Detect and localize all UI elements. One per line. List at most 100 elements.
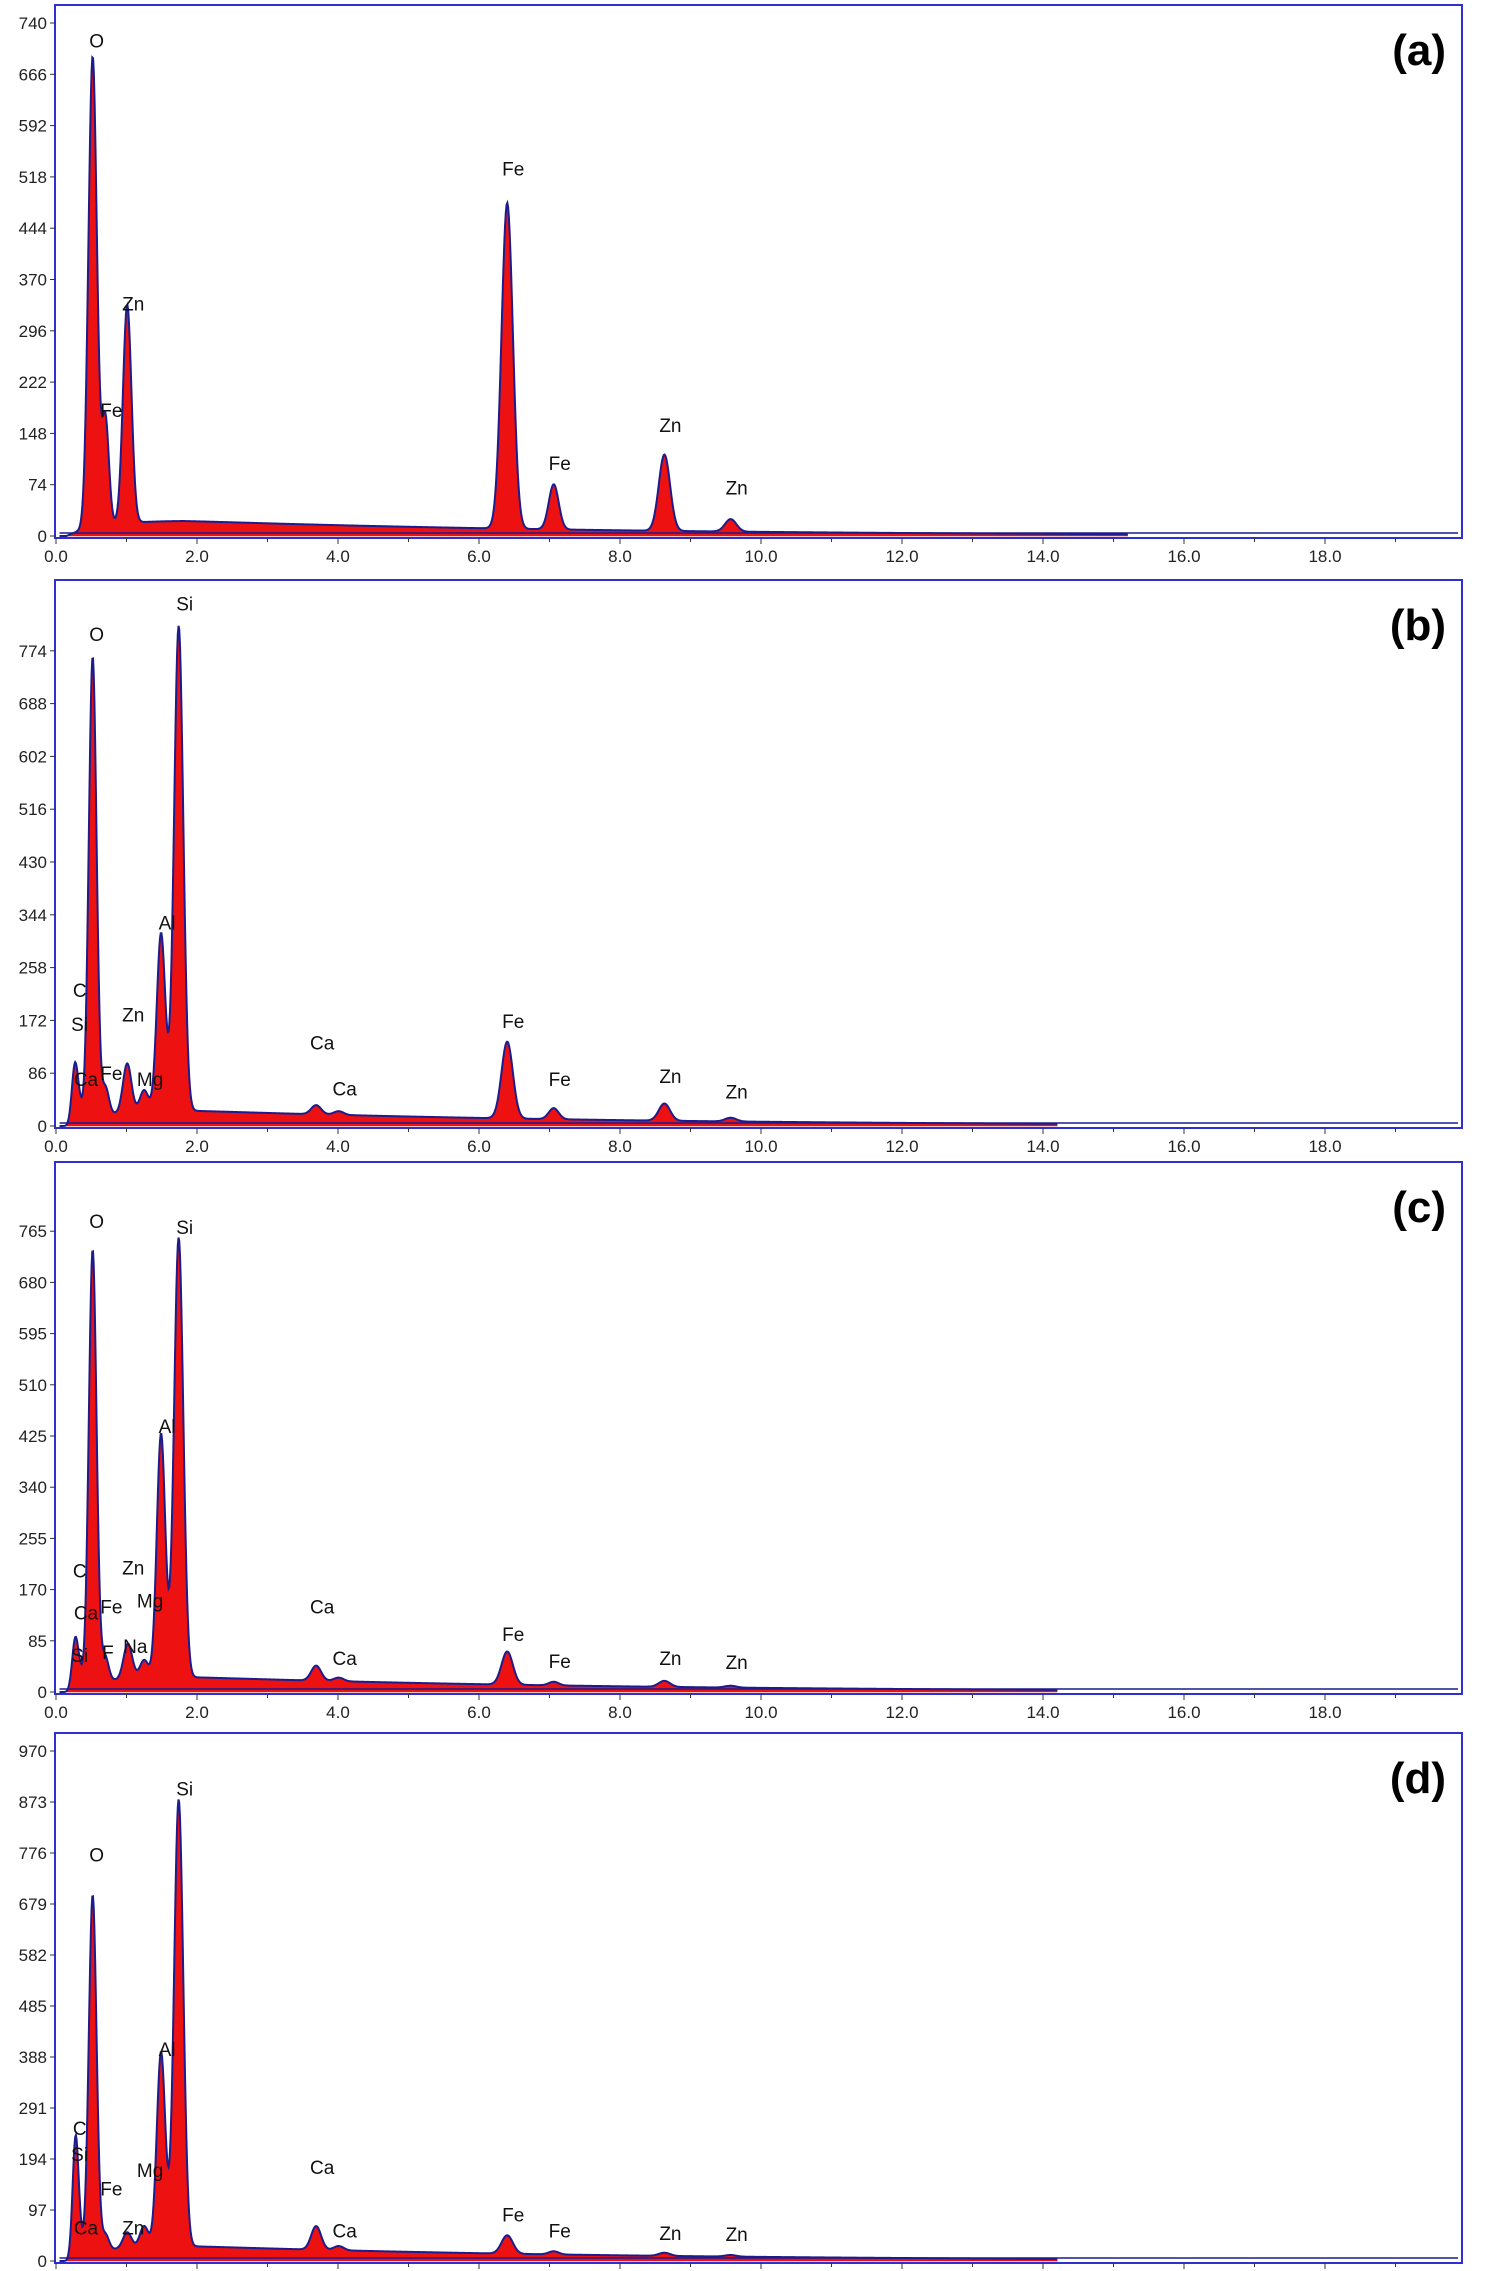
- peak-label: Mg: [137, 1070, 163, 1091]
- peak-label: Fe: [549, 1652, 571, 1673]
- y-tick-label: 582: [19, 1946, 47, 1965]
- x-tick-label: 8.0: [608, 547, 632, 566]
- y-tick-label: 148: [19, 424, 47, 443]
- peak-label: Fe: [502, 1625, 524, 1646]
- x-tick-label: 14.0: [1026, 1137, 1059, 1156]
- x-tick-label: 2.0: [185, 1703, 209, 1722]
- y-tick-label: 0: [38, 1683, 47, 1702]
- y-tick-label: 340: [19, 1478, 47, 1497]
- peak-label: Fe: [502, 160, 524, 181]
- y-tick-label: 774: [19, 642, 47, 661]
- peak-label: Al: [159, 914, 176, 935]
- peak-label: Zn: [659, 2224, 681, 2245]
- peak-label: O: [89, 1845, 104, 1866]
- y-tick-label: 222: [19, 373, 47, 392]
- y-tick-label: 172: [19, 1011, 47, 1030]
- spectrum-panel-3: 765 680 595 510 425 340 255 170 85 00.0 2.0 4.0 6.0 8…: [19, 1161, 1463, 1722]
- x-tick-label: 10.0: [744, 1703, 777, 1722]
- panel-label: (d): [1390, 1754, 1446, 1803]
- y-tick-label: 430: [19, 853, 47, 872]
- peak-label: Fe: [549, 454, 571, 475]
- y-tick-label: 444: [19, 219, 47, 238]
- y-tick-label: 510: [19, 1376, 47, 1395]
- x-tick-label: 4.0: [326, 547, 350, 566]
- x-tick-label: 6.0: [467, 547, 491, 566]
- peak-label: Zn: [726, 1082, 748, 1103]
- peak-label: Fe: [549, 2221, 571, 2242]
- y-tick-label: 680: [19, 1273, 47, 1292]
- peak-label: Ca: [310, 1033, 335, 1054]
- peak-label: C: [73, 2119, 87, 2140]
- x-tick-label: 12.0: [885, 1137, 918, 1156]
- y-tick-label: 85: [28, 1632, 47, 1651]
- peak-label: F: [102, 1643, 114, 1664]
- peak-label: Zn: [726, 1653, 748, 1674]
- peak-label: O: [89, 31, 104, 52]
- peak-label: Si: [176, 1780, 193, 1801]
- peak-label: O: [89, 1212, 104, 1233]
- x-tick-label: 14.0: [1026, 1703, 1059, 1722]
- peak-label: C: [73, 981, 87, 1002]
- x-tick-label: 18.0: [1308, 1137, 1341, 1156]
- x-tick-label: 18.0: [1308, 547, 1341, 566]
- peak-label: Fe: [502, 2206, 524, 2227]
- peak-label: Na: [123, 1637, 148, 1658]
- panel-label: (a): [1392, 26, 1446, 75]
- spectrum-area: [59, 1237, 1058, 1693]
- peak-label: Al: [159, 1417, 176, 1438]
- y-tick-label: 516: [19, 800, 47, 819]
- y-tick-label: 0: [38, 2252, 47, 2271]
- fit-line: [59, 625, 1058, 1127]
- fit-line: [59, 1799, 1058, 2262]
- y-tick-label: 0: [38, 1117, 47, 1136]
- peak-label: O: [89, 625, 104, 646]
- peak-label: Zn: [726, 2225, 748, 2246]
- y-tick-label: 873: [19, 1793, 47, 1812]
- y-tick-label: 776: [19, 1844, 47, 1863]
- peak-label: Fe: [549, 1070, 571, 1091]
- peak-label: Ca: [333, 2221, 358, 2242]
- x-tick-label: 2.0: [185, 547, 209, 566]
- y-tick-label: 74: [28, 476, 47, 495]
- spectrum-area: [59, 625, 1058, 1127]
- peak-label: Ca: [310, 2158, 335, 2179]
- peak-label: Zn: [122, 1559, 144, 1580]
- spectrum-panel-2: 774 688 602 516 430 344 258 172 86 00.0 2.0 4.0 6.0 8…: [19, 579, 1463, 1156]
- peak-label: Fe: [502, 1012, 524, 1033]
- peak-label: Zn: [726, 478, 748, 499]
- y-tick-label: 595: [19, 1325, 47, 1344]
- y-tick-label: 485: [19, 1997, 47, 2016]
- x-tick-label: 0.0: [44, 547, 68, 566]
- y-tick-label: 592: [19, 117, 47, 136]
- x-tick-label: 18.0: [1308, 1703, 1341, 1722]
- x-tick-label: 8.0: [608, 1703, 632, 1722]
- y-tick-label: 765: [19, 1222, 47, 1241]
- plot-frame: [54, 1161, 1463, 1695]
- y-tick-label: 518: [19, 168, 47, 187]
- panel-label: (c): [1392, 1183, 1446, 1232]
- peak-label: Zn: [659, 1067, 681, 1088]
- x-tick-label: 12.0: [885, 547, 918, 566]
- x-tick-label: 6.0: [467, 1703, 491, 1722]
- peak-label: Ca: [74, 2219, 99, 2240]
- y-tick-label: 370: [19, 271, 47, 290]
- y-tick-label: 425: [19, 1427, 47, 1446]
- y-tick-label: 388: [19, 2048, 47, 2067]
- peak-label: Si: [176, 1218, 193, 1239]
- y-tick-label: 688: [19, 695, 47, 714]
- y-tick-label: 602: [19, 747, 47, 766]
- plot-frame: [54, 4, 1463, 539]
- peak-label: Al: [159, 2040, 176, 2061]
- x-tick-label: 16.0: [1167, 1137, 1200, 1156]
- peak-label: Si: [71, 1015, 88, 1036]
- peak-label: Ca: [74, 1604, 99, 1625]
- spectrum-panel-4: 9708737766795824853882911949700.02.04.06…: [19, 1732, 1463, 2271]
- fit-line: [59, 55, 1128, 537]
- peak-label: Ca: [310, 1598, 335, 1619]
- x-tick-label: 10.0: [744, 1137, 777, 1156]
- peak-label: Mg: [137, 2161, 163, 2182]
- x-tick-label: 14.0: [1026, 547, 1059, 566]
- y-tick-label: 679: [19, 1895, 47, 1914]
